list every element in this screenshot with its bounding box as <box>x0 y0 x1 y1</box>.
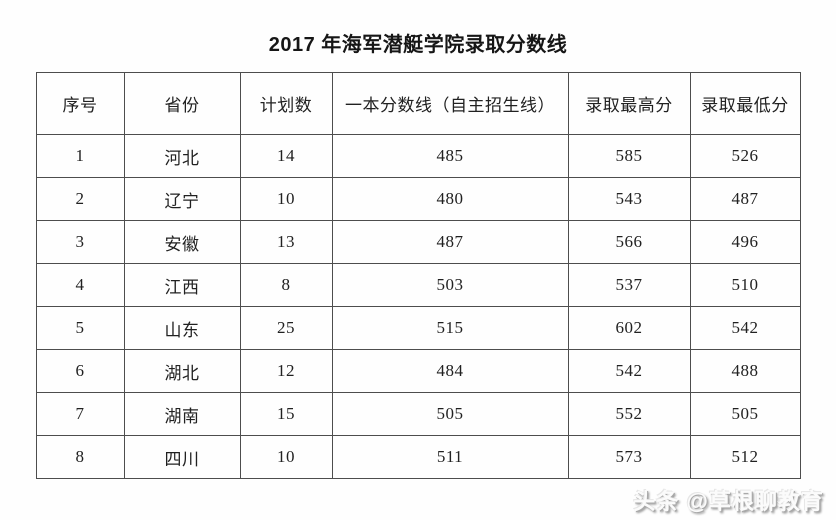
cell-index: 5 <box>35 306 125 350</box>
cell-index: 4 <box>35 263 125 307</box>
table-row: 2 辽宁 10 480 543 487 <box>35 177 801 221</box>
cell-cutoff-line: 480 <box>331 177 569 221</box>
table-row: 3 安徽 13 487 566 496 <box>35 220 801 264</box>
cell-cutoff-line: 515 <box>331 306 569 350</box>
cell-max-score: 585 <box>567 134 691 178</box>
cell-index: 1 <box>35 134 125 178</box>
table-header-province: 省份 <box>123 72 241 135</box>
cell-province: 安徽 <box>123 220 241 264</box>
cell-province: 四川 <box>123 435 241 479</box>
cell-max-score: 543 <box>567 177 691 221</box>
table-row: 8 四川 10 511 573 512 <box>35 435 801 479</box>
table-header-index: 序号 <box>35 72 125 135</box>
cell-plan-count: 10 <box>239 435 333 479</box>
cell-cutoff-line: 505 <box>331 392 569 436</box>
cell-plan-count: 25 <box>239 306 333 350</box>
table-header-min-score: 录取最低分 <box>689 72 801 135</box>
cell-cutoff-line: 503 <box>331 263 569 307</box>
cell-province: 山东 <box>123 306 241 350</box>
table-header-row: 序号 省份 计划数 一本分数线（自主招生线） 录取最高分 录取最低分 <box>35 72 801 135</box>
cell-cutoff-line: 511 <box>331 435 569 479</box>
cell-province: 江西 <box>123 263 241 307</box>
cell-plan-count: 14 <box>239 134 333 178</box>
cell-plan-count: 13 <box>239 220 333 264</box>
table-row: 1 河北 14 485 585 526 <box>35 134 801 178</box>
cell-index: 2 <box>35 177 125 221</box>
cell-min-score: 496 <box>689 220 801 264</box>
cell-province: 辽宁 <box>123 177 241 221</box>
cell-max-score: 566 <box>567 220 691 264</box>
cell-min-score: 510 <box>689 263 801 307</box>
page-title: 2017 年海军潜艇学院录取分数线 <box>268 34 568 56</box>
cell-index: 6 <box>35 349 125 393</box>
cell-plan-count: 8 <box>239 263 333 307</box>
table-row: 7 湖南 15 505 552 505 <box>35 392 801 436</box>
cell-province: 河北 <box>123 134 241 178</box>
cell-plan-count: 15 <box>239 392 333 436</box>
cell-min-score: 487 <box>689 177 801 221</box>
cell-min-score: 542 <box>689 306 801 350</box>
cell-min-score: 505 <box>689 392 801 436</box>
cell-max-score: 542 <box>567 349 691 393</box>
cell-max-score: 573 <box>567 435 691 479</box>
watermark-toutiao: 头条 @草根聊教育 <box>633 489 824 514</box>
table-row: 5 山东 25 515 602 542 <box>35 306 801 350</box>
table-header-cutoff-line: 一本分数线（自主招生线） <box>331 72 569 135</box>
cell-index: 7 <box>35 392 125 436</box>
cell-index: 8 <box>35 435 125 479</box>
cell-province: 湖北 <box>123 349 241 393</box>
cell-index: 3 <box>35 220 125 264</box>
cell-max-score: 537 <box>567 263 691 307</box>
cell-plan-count: 12 <box>239 349 333 393</box>
cell-cutoff-line: 487 <box>331 220 569 264</box>
cell-min-score: 512 <box>689 435 801 479</box>
table-row: 6 湖北 12 484 542 488 <box>35 349 801 393</box>
admission-scores-table: 序号 省份 计划数 一本分数线（自主招生线） 录取最高分 录取最低分 1 河北 … <box>35 72 801 479</box>
cell-min-score: 488 <box>689 349 801 393</box>
cell-plan-count: 10 <box>239 177 333 221</box>
cell-cutoff-line: 484 <box>331 349 569 393</box>
table-row: 4 江西 8 503 537 510 <box>35 263 801 307</box>
cell-province: 湖南 <box>123 392 241 436</box>
cell-min-score: 526 <box>689 134 801 178</box>
cell-max-score: 602 <box>567 306 691 350</box>
cell-max-score: 552 <box>567 392 691 436</box>
cell-cutoff-line: 485 <box>331 134 569 178</box>
table-header-max-score: 录取最高分 <box>567 72 691 135</box>
table-header-plan-count: 计划数 <box>239 72 333 135</box>
